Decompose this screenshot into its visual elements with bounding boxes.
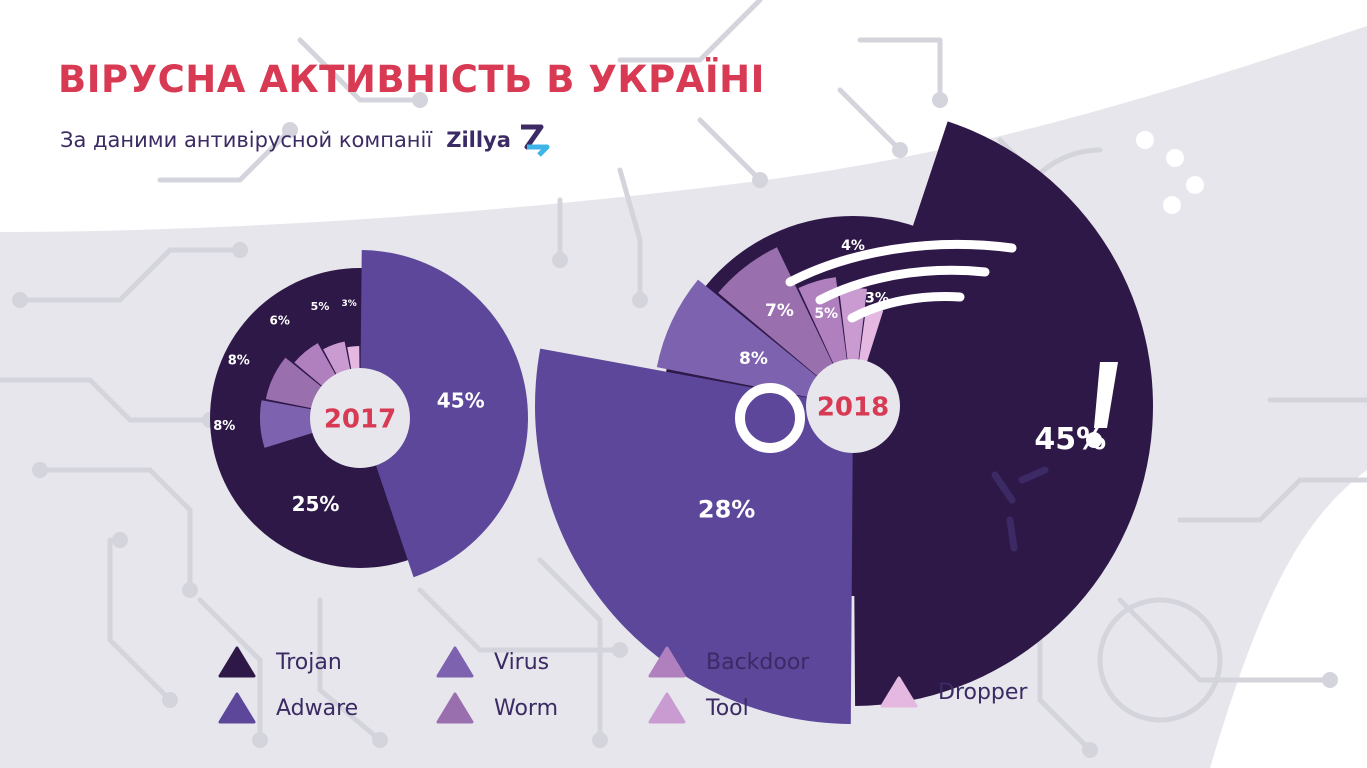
- legend-swatch-trojan: [218, 646, 256, 678]
- legend-item-backdoor: Backdoor: [648, 646, 809, 678]
- legend-swatch-virus: [436, 646, 474, 678]
- legend-item-adware: Adware: [218, 692, 358, 724]
- chart-2018-center: [806, 359, 900, 453]
- chart-2017-center: [310, 368, 410, 468]
- label-2018-adware: 28%: [698, 496, 755, 524]
- legend-swatch-worm: [436, 692, 474, 724]
- slice-2017-trojan: [246, 433, 396, 538]
- wifi-waves-icon: [785, 239, 1017, 323]
- slice-2017-dropper: [347, 346, 360, 371]
- label-2017-dropper: 3%: [342, 299, 357, 309]
- labels-2017: 45% 25% 8% 8% 6% 5% 3% 2017: [213, 299, 484, 516]
- legend-swatch-backdoor: [648, 646, 686, 678]
- legend-swatch-adware: [218, 692, 256, 724]
- label-2017-adware: 45%: [437, 389, 485, 413]
- legend-label-tool: Tool: [706, 695, 749, 721]
- label-2017-virus: 8%: [213, 419, 235, 434]
- legend-label-adware: Adware: [276, 695, 359, 721]
- slice-2017-virus: [260, 400, 315, 448]
- legend-item-trojan: Trojan: [218, 646, 342, 678]
- slice-2018-worm: [718, 247, 834, 378]
- label-2017-trojan: 25%: [292, 492, 340, 516]
- subtitle-text: За даними антивірусной компанії: [60, 128, 433, 152]
- legend-label-virus: Virus: [494, 649, 550, 675]
- label-2018-tool: 4%: [841, 238, 865, 254]
- chart-2018-year-label: 2018: [817, 393, 889, 423]
- slice-2018-backdoor: [798, 277, 848, 366]
- legend-swatch-dropper: [880, 676, 918, 708]
- slice-2017-worm: [265, 357, 323, 409]
- zillya-logo-icon: [520, 124, 550, 157]
- chart-2017-year-label: 2017: [324, 405, 396, 435]
- chart-2018: 45% 28% 8% 7% 5% 4% 3% 2018: [535, 121, 1204, 724]
- legend-label-backdoor: Backdoor: [706, 649, 810, 675]
- warning-exclamation-icon: [1086, 362, 1118, 448]
- legend-item-dropper: Dropper: [880, 676, 1027, 708]
- slice-2018-tool: [839, 288, 867, 362]
- label-2018-backdoor: 5%: [814, 306, 838, 322]
- legend-label-trojan: Trojan: [276, 649, 342, 675]
- label-2017-tool: 5%: [311, 300, 330, 313]
- label-2018-worm: 7%: [765, 301, 794, 321]
- slice-2018-virus: [656, 279, 819, 398]
- label-2017-backdoor: 6%: [269, 313, 289, 327]
- slice-2018-dropper: [858, 306, 884, 364]
- label-2018-dropper: 3%: [865, 291, 889, 307]
- legend-swatch-tool: [648, 692, 686, 724]
- slice-2018-adware: [535, 348, 853, 724]
- gear-icon: [735, 383, 805, 453]
- slice-2017-backdoor: [294, 343, 337, 388]
- legend-label-dropper: Dropper: [938, 679, 1028, 705]
- label-2018-virus: 8%: [739, 349, 768, 369]
- legend-item-virus: Virus: [436, 646, 549, 678]
- labels-2018: 45% 28% 8% 7% 5% 4% 3% 2018: [698, 238, 1106, 524]
- slice-2017-tool: [323, 341, 351, 376]
- legend-item-tool: Tool: [648, 692, 749, 724]
- circuit-nodes: [12, 92, 1338, 758]
- notebook-spiral-icon: [1136, 131, 1204, 214]
- brand-name: Zillya: [446, 128, 511, 152]
- slice-2017-adware: [360, 250, 529, 578]
- bug-icon: [991, 466, 1049, 552]
- label-2018-trojan: 45%: [1034, 422, 1106, 457]
- legend-label-worm: Worm: [494, 695, 559, 721]
- label-2017-worm: 8%: [228, 353, 250, 368]
- chart-2017: 45% 25% 8% 8% 6% 5% 3% 2017: [210, 250, 529, 578]
- page-title: ВІРУСНА АКТИВНІСТЬ В УКРАЇНІ: [58, 58, 765, 101]
- legend-item-worm: Worm: [436, 692, 558, 724]
- page-subtitle: За даними антивірусной компанії Zillya: [60, 123, 551, 157]
- slices-2017: [210, 250, 529, 578]
